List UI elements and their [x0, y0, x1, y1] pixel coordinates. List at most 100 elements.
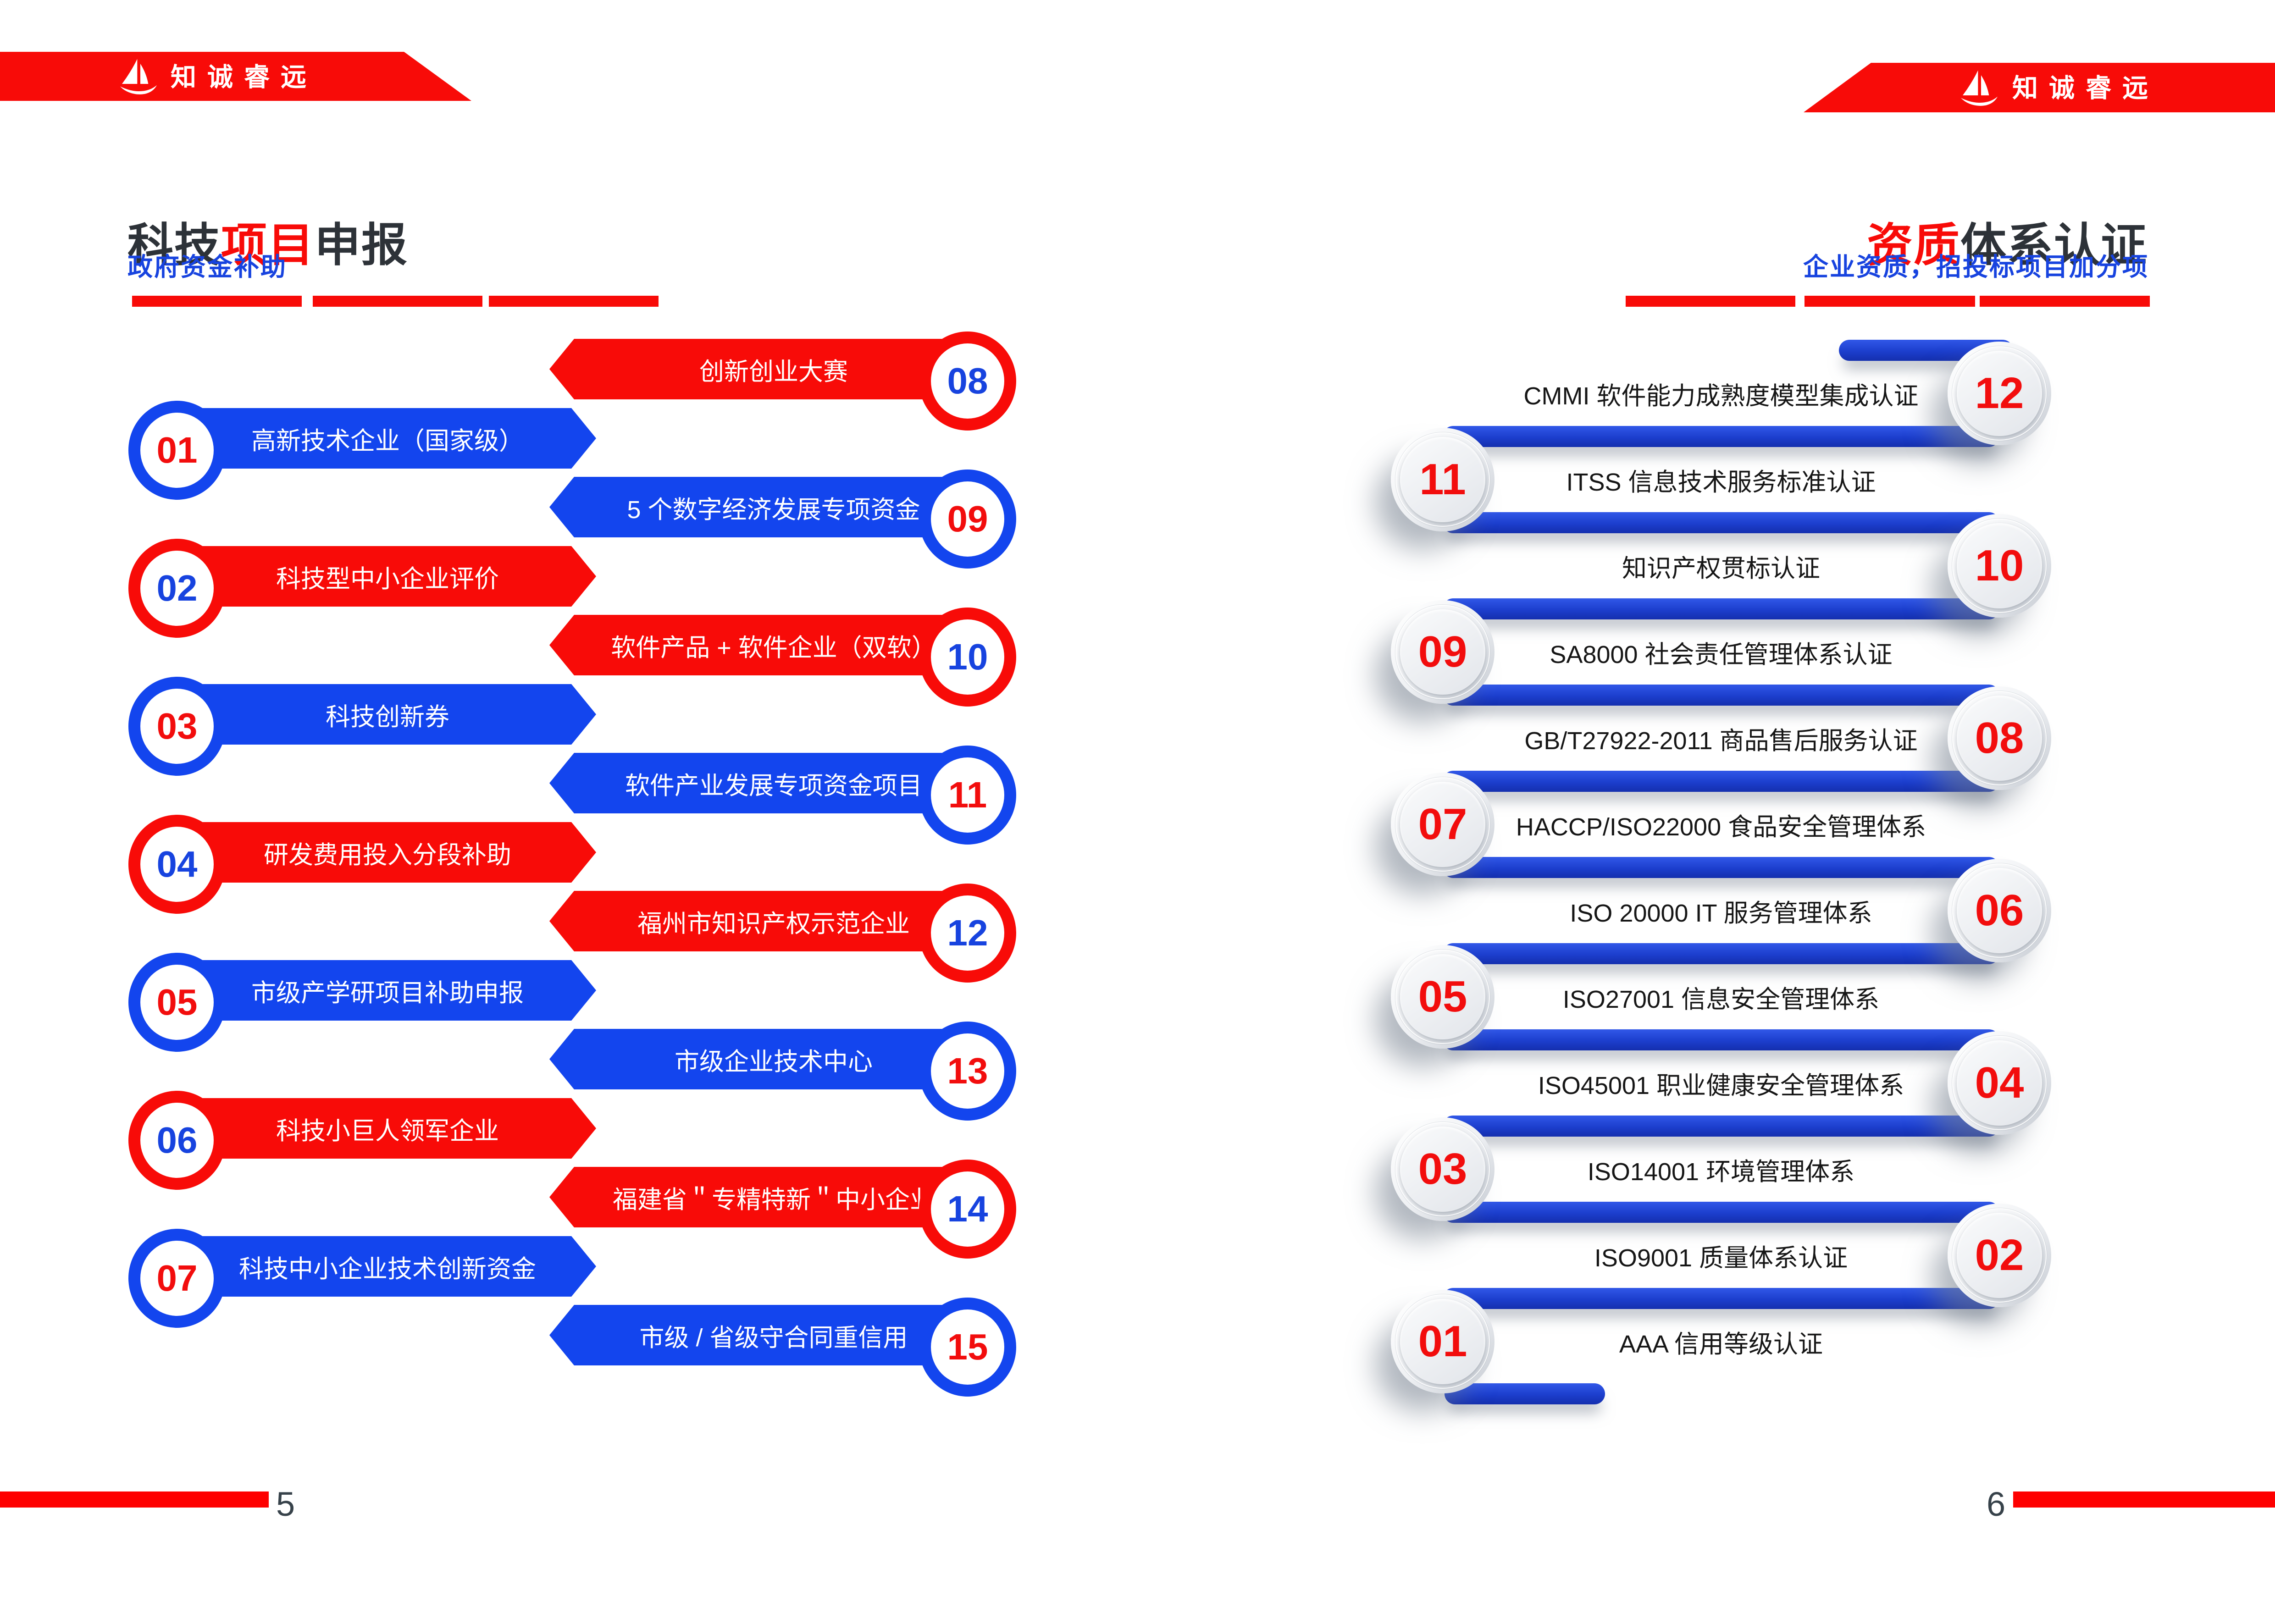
certification-label: ITSS 信息技术服务标准认证: [1566, 468, 1876, 496]
project-item-label: 福建省＂专精特新＂中小企业: [613, 1186, 935, 1214]
cert-number-disc: 06: [1948, 859, 2051, 962]
certification-label: ISO9001 质量体系认证: [1594, 1244, 1848, 1272]
page-subtitle-left: 政府资金补助: [127, 253, 288, 281]
certification-label: GB/T27922-2011 商品售后服务认证: [1524, 727, 1918, 755]
brand-name: 知诚睿远: [2012, 73, 2159, 103]
ribbon-banner: 科技中小企业技术创新资金: [165, 1236, 596, 1297]
project-item-label: 高新技术企业（国家级）: [251, 427, 524, 455]
project-item-row: 科技小巨人领军企业 06: [128, 1091, 596, 1190]
item-number: 14: [947, 1188, 988, 1229]
title-part: 科技: [127, 220, 221, 271]
item-number-badge: 12: [919, 884, 1016, 983]
project-item-row: 福州市知识产权示范企业 12: [549, 884, 1016, 983]
project-item-row: 创新创业大赛 08: [549, 331, 1016, 431]
sailboat-logo-icon: [1961, 70, 1998, 106]
cert-number-disc: 07: [1391, 773, 1495, 876]
cert-number-disc: 11: [1391, 428, 1495, 531]
connector-pipe: [1445, 1383, 1605, 1404]
connector-pipe: [1443, 512, 1999, 533]
title-underline-bar: [1805, 296, 1975, 307]
title-underline-bar: [313, 296, 482, 307]
ribbon-banner: 市级产学研项目补助申报: [165, 960, 596, 1021]
connector-pipe: [1443, 943, 1999, 964]
certification-label: 知识产权贯标认证: [1622, 554, 1820, 582]
project-item-label: 研发费用投入分段补助: [264, 841, 511, 869]
project-item-label: 软件产品 + 软件企业（双软）: [611, 634, 936, 662]
title-part-accent: 资质: [1867, 220, 1960, 271]
ribbon-banner: 市级 / 省级守合同重信用: [549, 1305, 980, 1365]
item-number: 13: [947, 1050, 988, 1091]
cert-number-disc: 10: [1948, 514, 2051, 618]
item-number: 12: [947, 912, 988, 953]
title-underline-bar: [132, 296, 302, 307]
item-number: 11: [948, 774, 987, 815]
title-underline-bar: [1626, 296, 1795, 307]
certification-label: ISO14001 环境管理体系: [1587, 1158, 1855, 1186]
page-subtitle-right: 企业资质，招投标项目加分项: [1803, 253, 2149, 281]
item-number: 08: [947, 360, 988, 401]
page-number-left: 5: [276, 1485, 295, 1523]
cert-number-disc: 09: [1391, 600, 1495, 704]
page-title-left: 科技项目申报: [127, 220, 408, 271]
project-item-label: 市级产学研项目补助申报: [251, 979, 524, 1007]
item-number-badge: 08: [919, 331, 1016, 431]
ribbon-banner: 创新创业大赛: [549, 339, 980, 399]
project-item-label: 软件产业发展专项资金项目: [625, 772, 922, 800]
cert-number-disc: 12: [1948, 342, 2051, 445]
item-number: 10: [947, 636, 988, 677]
title-underline-bar: [1980, 296, 2150, 307]
item-number-badge: 15: [919, 1298, 1016, 1397]
item-number: 05: [156, 982, 198, 1022]
item-number: 02: [156, 568, 198, 608]
page-title-right: 资质体系认证: [1867, 220, 2148, 271]
item-number-badge: 10: [919, 608, 1016, 707]
cert-number-disc: 01: [1391, 1290, 1495, 1393]
cert-number-disc: 03: [1391, 1117, 1495, 1221]
connector-pipe: [1443, 771, 1999, 792]
cert-number: 04: [1975, 1058, 2024, 1107]
cert-number: 09: [1418, 627, 1467, 676]
project-item-row: 市级产学研项目补助申报 05: [128, 953, 596, 1052]
item-number: 07: [156, 1258, 198, 1298]
connector-pipe: [1443, 426, 1999, 447]
item-number: 06: [156, 1120, 198, 1160]
project-item-row: 软件产业发展专项资金项目 11: [549, 746, 1016, 845]
item-number-badge: 13: [919, 1022, 1016, 1121]
item-number: 04: [156, 844, 198, 884]
cert-number-disc: 04: [1948, 1031, 2051, 1135]
footer-rule-left: [0, 1491, 269, 1508]
connector-pipe: [1443, 857, 1999, 878]
header-banner-right: 知诚睿远: [1804, 63, 2275, 112]
item-number: 15: [947, 1326, 988, 1367]
item-number-badge: 09: [919, 470, 1016, 569]
ribbon-banner: 软件产业发展专项资金项目: [549, 753, 980, 813]
ribbon-banner: 软件产品 + 软件企业（双软）: [549, 615, 980, 675]
cert-number-disc: 02: [1948, 1204, 2051, 1307]
cert-number: 03: [1418, 1144, 1467, 1193]
item-number-badge: 03: [128, 677, 226, 776]
cert-number: 05: [1418, 972, 1467, 1021]
header-banner-left: 知诚睿远: [0, 52, 471, 101]
ribbon-banner: 科技小巨人领军企业: [165, 1098, 596, 1159]
item-number-badge: 04: [128, 815, 226, 914]
project-item-label: 市级企业技术中心: [675, 1048, 873, 1076]
item-number-badge: 11: [919, 746, 1016, 845]
connector-pipe: [1443, 1116, 1999, 1137]
ribbon-banner: 福建省＂专精特新＂中小企业: [549, 1167, 980, 1227]
item-number-badge: 14: [919, 1160, 1016, 1259]
item-number-badge: 01: [128, 401, 226, 500]
cert-number: 06: [1975, 886, 2024, 935]
item-number-badge: 06: [128, 1091, 226, 1190]
item-number-badge: 05: [128, 953, 226, 1052]
certification-label: ISO45001 职业健康安全管理体系: [1538, 1072, 1904, 1099]
connector-pipe: [1443, 1029, 1999, 1050]
sailboat-logo-icon: [120, 59, 157, 94]
cert-number: 01: [1418, 1317, 1467, 1366]
certification-label: ISO 20000 IT 服务管理体系: [1570, 899, 1872, 927]
cert-number: 12: [1975, 369, 2024, 418]
ribbon-banner: 研发费用投入分段补助: [165, 822, 596, 883]
project-item-row: 5 个数字经济发展专项资金 09: [549, 470, 1016, 569]
item-number: 03: [156, 706, 198, 746]
ribbon-banner: 市级企业技术中心: [549, 1029, 980, 1089]
project-item-row: 高新技术企业（国家级） 01: [128, 401, 596, 500]
